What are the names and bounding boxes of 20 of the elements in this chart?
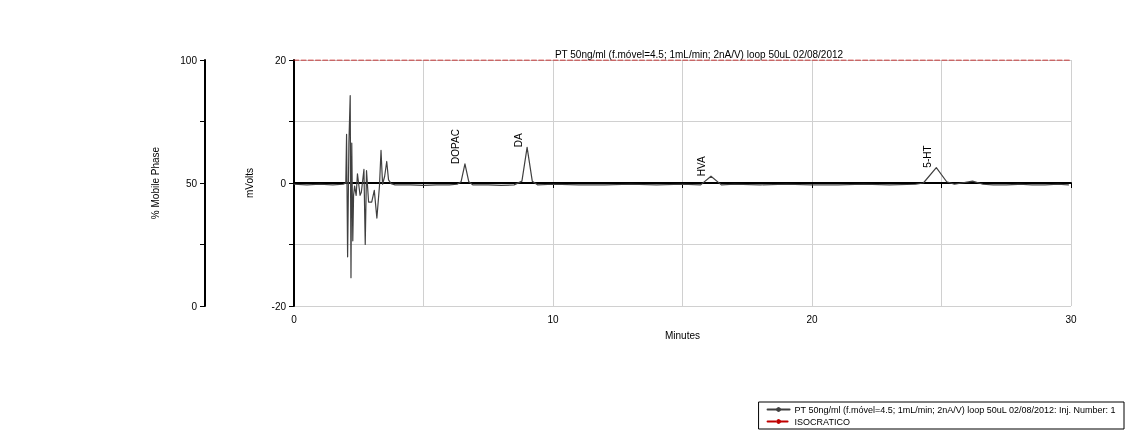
x-tick-label: 0 (291, 313, 298, 325)
y-axis-title: mVolts (243, 167, 255, 199)
annotation: DOPAC (450, 129, 462, 164)
annotation: 5-HT (921, 145, 933, 168)
y-tick-label: 20 (274, 54, 287, 66)
annotation: DA (512, 133, 524, 148)
y-tick-label: 0 (280, 177, 287, 189)
y2-tick-label: 100 (180, 54, 198, 66)
y-tick-label: -20 (271, 300, 287, 312)
chart-title: PT 50ng/ml (f.móvel=4.5; 1mL/min; 2nA/V) loop 50uL 02/08/2012 (554, 48, 844, 60)
x-axis-title: Minutes (664, 329, 701, 341)
x-tick-label: 30 (1065, 313, 1077, 325)
x-tick-label: 20 (806, 313, 818, 325)
x-tick-label: 10 (547, 313, 559, 325)
y2-axis-title: % Mobile Phase (149, 146, 161, 220)
legend-label: ISOCRATICO (794, 416, 850, 427)
annotation: HVA (696, 156, 708, 177)
y2-tick-label: 50 (185, 177, 198, 189)
legend-label: PT 50ng/ml (f.móvel=4.5; 1mL/min; 2nA/V) loop 50uL 02/08/2012: Inj. Number: 1 (794, 404, 1116, 415)
y2-tick-label: 0 (191, 300, 198, 312)
